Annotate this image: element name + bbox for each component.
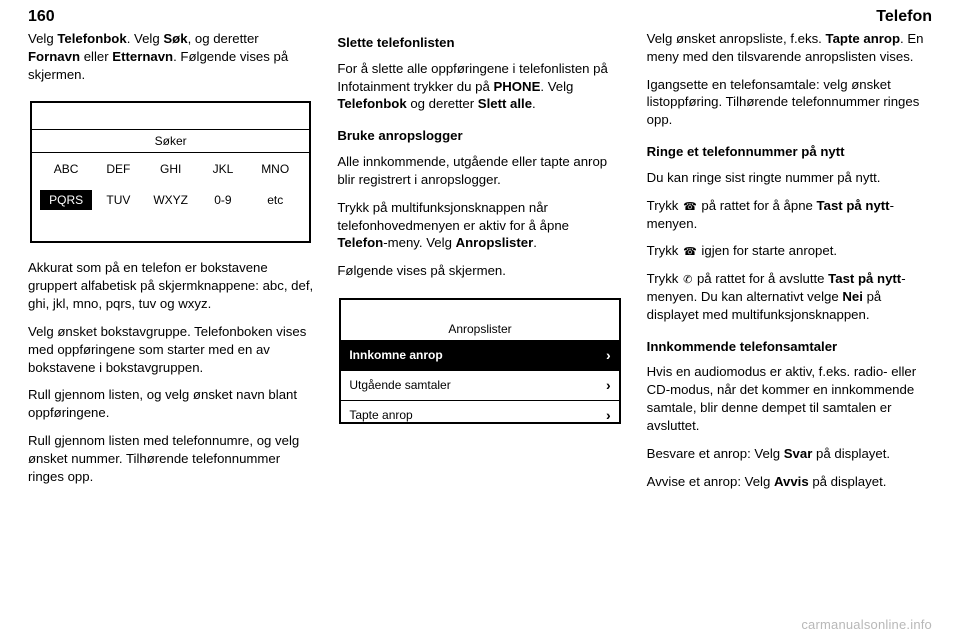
col3-p2: Igangsette en telefonsamtale: velg ønske… — [647, 76, 932, 129]
col3-p1: Velg ønsket anropsliste, f.eks. Tapte an… — [647, 30, 932, 66]
col3-p3: Du kan ringe sist ringte nummer på nytt. — [647, 169, 932, 187]
phone-icon — [682, 243, 698, 258]
keypad-cell-selected: PQRS — [40, 190, 92, 210]
col1-p3: Velg ønsket bokstavgruppe. Telefonboken … — [28, 323, 313, 376]
keypad-screenshot: Søker ABC DEF GHI JKL MNO PQRS TUV WXYZ … — [30, 101, 311, 243]
keypad-cell: DEF — [92, 159, 144, 179]
keypad-grid: ABC DEF GHI JKL MNO PQRS TUV WXYZ 0-9 et… — [32, 159, 309, 215]
col3-h2: Innkommende telefonsamtaler — [647, 338, 932, 356]
keypad-cell: ABC — [40, 159, 92, 179]
page-header: 160 Telefon — [28, 8, 932, 26]
col1-p5: Rull gjennom listen med telefonnumre, og… — [28, 432, 313, 485]
calllog-list: Innkomne anrop › Utgående samtaler › Tap… — [341, 341, 618, 430]
column-3: Velg ønsket anropsliste, f.eks. Tapte an… — [647, 30, 932, 596]
col3-p8: Besvare et anrop: Velg Svar på displayet… — [647, 445, 932, 463]
col2-p1: For å slette alle oppføringene i telefon… — [337, 60, 622, 113]
col2-p3: Trykk på multifunksjonsknappen når telef… — [337, 199, 622, 252]
col1-p1: Velg Telefonbok. Velg Søk, og deretter F… — [28, 30, 313, 83]
calllog-item-selected: Innkomne anrop › — [341, 341, 618, 371]
keypad-title: Søker — [32, 129, 309, 153]
calllog-item-label: Utgående samtaler — [349, 377, 450, 393]
col1-p2: Akkurat som på en telefon er bokstavene … — [28, 259, 313, 312]
column-1: Velg Telefonbok. Velg Søk, og deretter F… — [28, 30, 313, 596]
calllog-title: Anropslister — [341, 318, 618, 341]
keypad-cell: WXYZ — [145, 190, 197, 210]
chevron-right-icon: › — [606, 346, 611, 365]
col3-h1: Ringe et telefonnummer på nytt — [647, 143, 932, 161]
col2-h1: Slette telefonlisten — [337, 34, 622, 52]
col2-h2: Bruke anropslogger — [337, 127, 622, 145]
hangup-icon — [682, 271, 693, 286]
columns: Velg Telefonbok. Velg Søk, og deretter F… — [28, 30, 932, 596]
chevron-right-icon: › — [606, 376, 611, 395]
col3-p7: Hvis en audiomodus er aktiv, f.eks. radi… — [647, 363, 932, 434]
page: 160 Telefon Velg Telefonbok. Velg Søk, o… — [0, 0, 960, 642]
col3-p4: Trykk på rattet for å åpne Tast på nytt-… — [647, 197, 932, 233]
keypad-cell: MNO — [249, 159, 301, 179]
keypad-cell: JKL — [197, 159, 249, 179]
phone-icon — [682, 198, 698, 213]
watermark: carmanualsonline.info — [801, 617, 932, 632]
calllog-item-label: Innkomne anrop — [349, 347, 442, 363]
calllog-item: Tapte anrop › — [341, 401, 618, 430]
keypad-cell: TUV — [92, 190, 144, 210]
page-number: 160 — [28, 8, 55, 26]
calllog-item-label: Tapte anrop — [349, 407, 412, 423]
keypad-cell: etc — [249, 190, 301, 210]
col2-p4: Følgende vises på skjermen. — [337, 262, 622, 280]
column-2: Slette telefonlisten For å slette alle o… — [337, 30, 622, 596]
col3-p5: Trykk igjen for starte anropet. — [647, 242, 932, 260]
keypad-cell: 0-9 — [197, 190, 249, 210]
chevron-right-icon: › — [606, 406, 611, 425]
section-title: Telefon — [876, 8, 932, 26]
col2-p2: Alle innkommende, utgående eller tapte a… — [337, 153, 622, 189]
calllog-item: Utgående samtaler › — [341, 371, 618, 401]
col3-p6: Trykk på rattet for å avslutte Tast på n… — [647, 270, 932, 323]
col1-p4: Rull gjennom listen, og velg ønsket navn… — [28, 386, 313, 422]
keypad-cell: GHI — [145, 159, 197, 179]
calllog-screenshot: Anropslister Innkomne anrop › Utgående s… — [339, 298, 620, 424]
col3-p9: Avvise et anrop: Velg Avvis på displayet… — [647, 473, 932, 491]
